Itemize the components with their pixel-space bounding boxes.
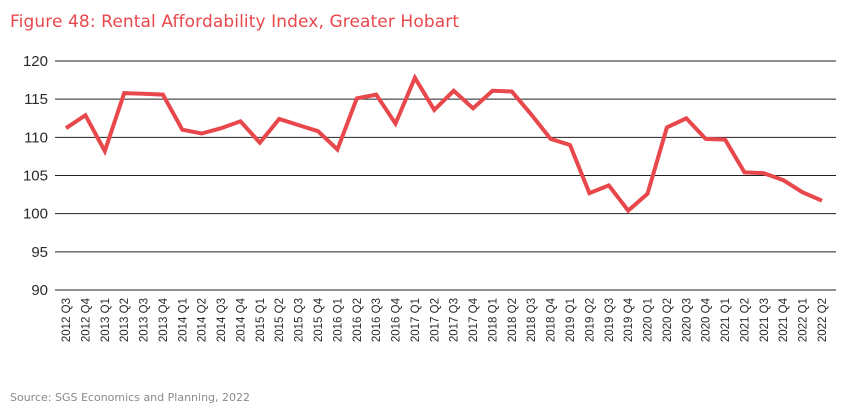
grid-lines — [55, 60, 836, 291]
x-tick-label: 2014 Q2 — [197, 298, 209, 342]
x-tick-label: 2013 Q4 — [158, 297, 170, 342]
x-tick-label: 2013 Q1 — [100, 298, 112, 342]
x-tick-label: 2019 Q4 — [623, 297, 635, 342]
x-tick-label: 2018 Q4 — [546, 297, 558, 342]
x-tick-label: 2018 Q3 — [526, 298, 538, 342]
y-tick-label: 110 — [24, 129, 48, 146]
x-tick-label: 2019 Q3 — [604, 298, 616, 342]
x-tick-label: 2012 Q4 — [80, 297, 92, 342]
x-tick-label: 2020 Q2 — [662, 298, 674, 342]
x-tick-label: 2020 Q1 — [643, 298, 655, 342]
x-tick-label: 2016 Q1 — [332, 298, 344, 342]
y-tick-label: 90 — [31, 282, 48, 299]
x-tick-label: 2015 Q4 — [313, 297, 325, 342]
y-axis-ticks: 90 95 100 105 110 115 120 — [23, 53, 48, 299]
x-tick-label: 2021 Q4 — [778, 297, 790, 342]
x-tick-label: 2018 Q2 — [507, 298, 519, 342]
x-tick-label: 2012 Q3 — [61, 298, 73, 342]
x-tick-label: 2022 Q2 — [817, 298, 829, 342]
y-tick-label: 95 — [31, 244, 48, 261]
x-tick-label: 2017 Q1 — [410, 298, 422, 342]
x-tick-label: 2017 Q2 — [429, 298, 441, 342]
x-tick-label: 2015 Q1 — [255, 298, 267, 342]
chart-title: Figure 48: Rental Affordability Index, G… — [10, 12, 460, 32]
x-tick-label: 2015 Q2 — [274, 298, 286, 342]
x-tick-label: 2021 Q1 — [720, 298, 732, 342]
x-tick-label: 2021 Q3 — [759, 298, 771, 342]
source-note: Source: SGS Economics and Planning, 2022 — [10, 391, 251, 404]
x-tick-label: 2020 Q3 — [681, 298, 693, 342]
x-tick-label: 2016 Q3 — [371, 298, 383, 342]
x-tick-label: 2022 Q1 — [798, 298, 810, 342]
x-tick-label: 2014 Q3 — [216, 298, 228, 342]
x-tick-label: 2013 Q2 — [119, 298, 131, 342]
x-tick-label: 2015 Q3 — [294, 298, 306, 342]
series-layer — [64, 73, 823, 214]
x-tick-label: 2013 Q3 — [139, 298, 151, 342]
y-tick-label: 105 — [23, 168, 48, 185]
x-tick-label: 2017 Q4 — [468, 297, 480, 342]
x-tick-label: 2014 Q4 — [235, 297, 247, 342]
x-tick-label: 2019 Q2 — [584, 298, 596, 342]
x-tick-label: 2014 Q1 — [177, 298, 189, 342]
x-tick-label: 2020 Q4 — [701, 297, 713, 342]
y-tick-label: 115 — [24, 91, 48, 108]
y-tick-label: 120 — [23, 53, 48, 70]
y-tick-label: 100 — [23, 206, 48, 223]
x-tick-label: 2016 Q2 — [352, 298, 364, 342]
x-tick-label: 2021 Q2 — [739, 298, 751, 342]
x-tick-label: 2017 Q3 — [449, 298, 461, 342]
x-tick-label: 2019 Q1 — [565, 298, 577, 342]
series-line-0 — [64, 73, 823, 214]
x-tick-label: 2018 Q1 — [487, 298, 499, 342]
x-tick-label: 2016 Q4 — [391, 297, 403, 342]
x-axis-ticks: 2012 Q3 2012 Q4 2013 Q1 2013 Q2 2013 Q3 2013 … — [61, 297, 829, 342]
